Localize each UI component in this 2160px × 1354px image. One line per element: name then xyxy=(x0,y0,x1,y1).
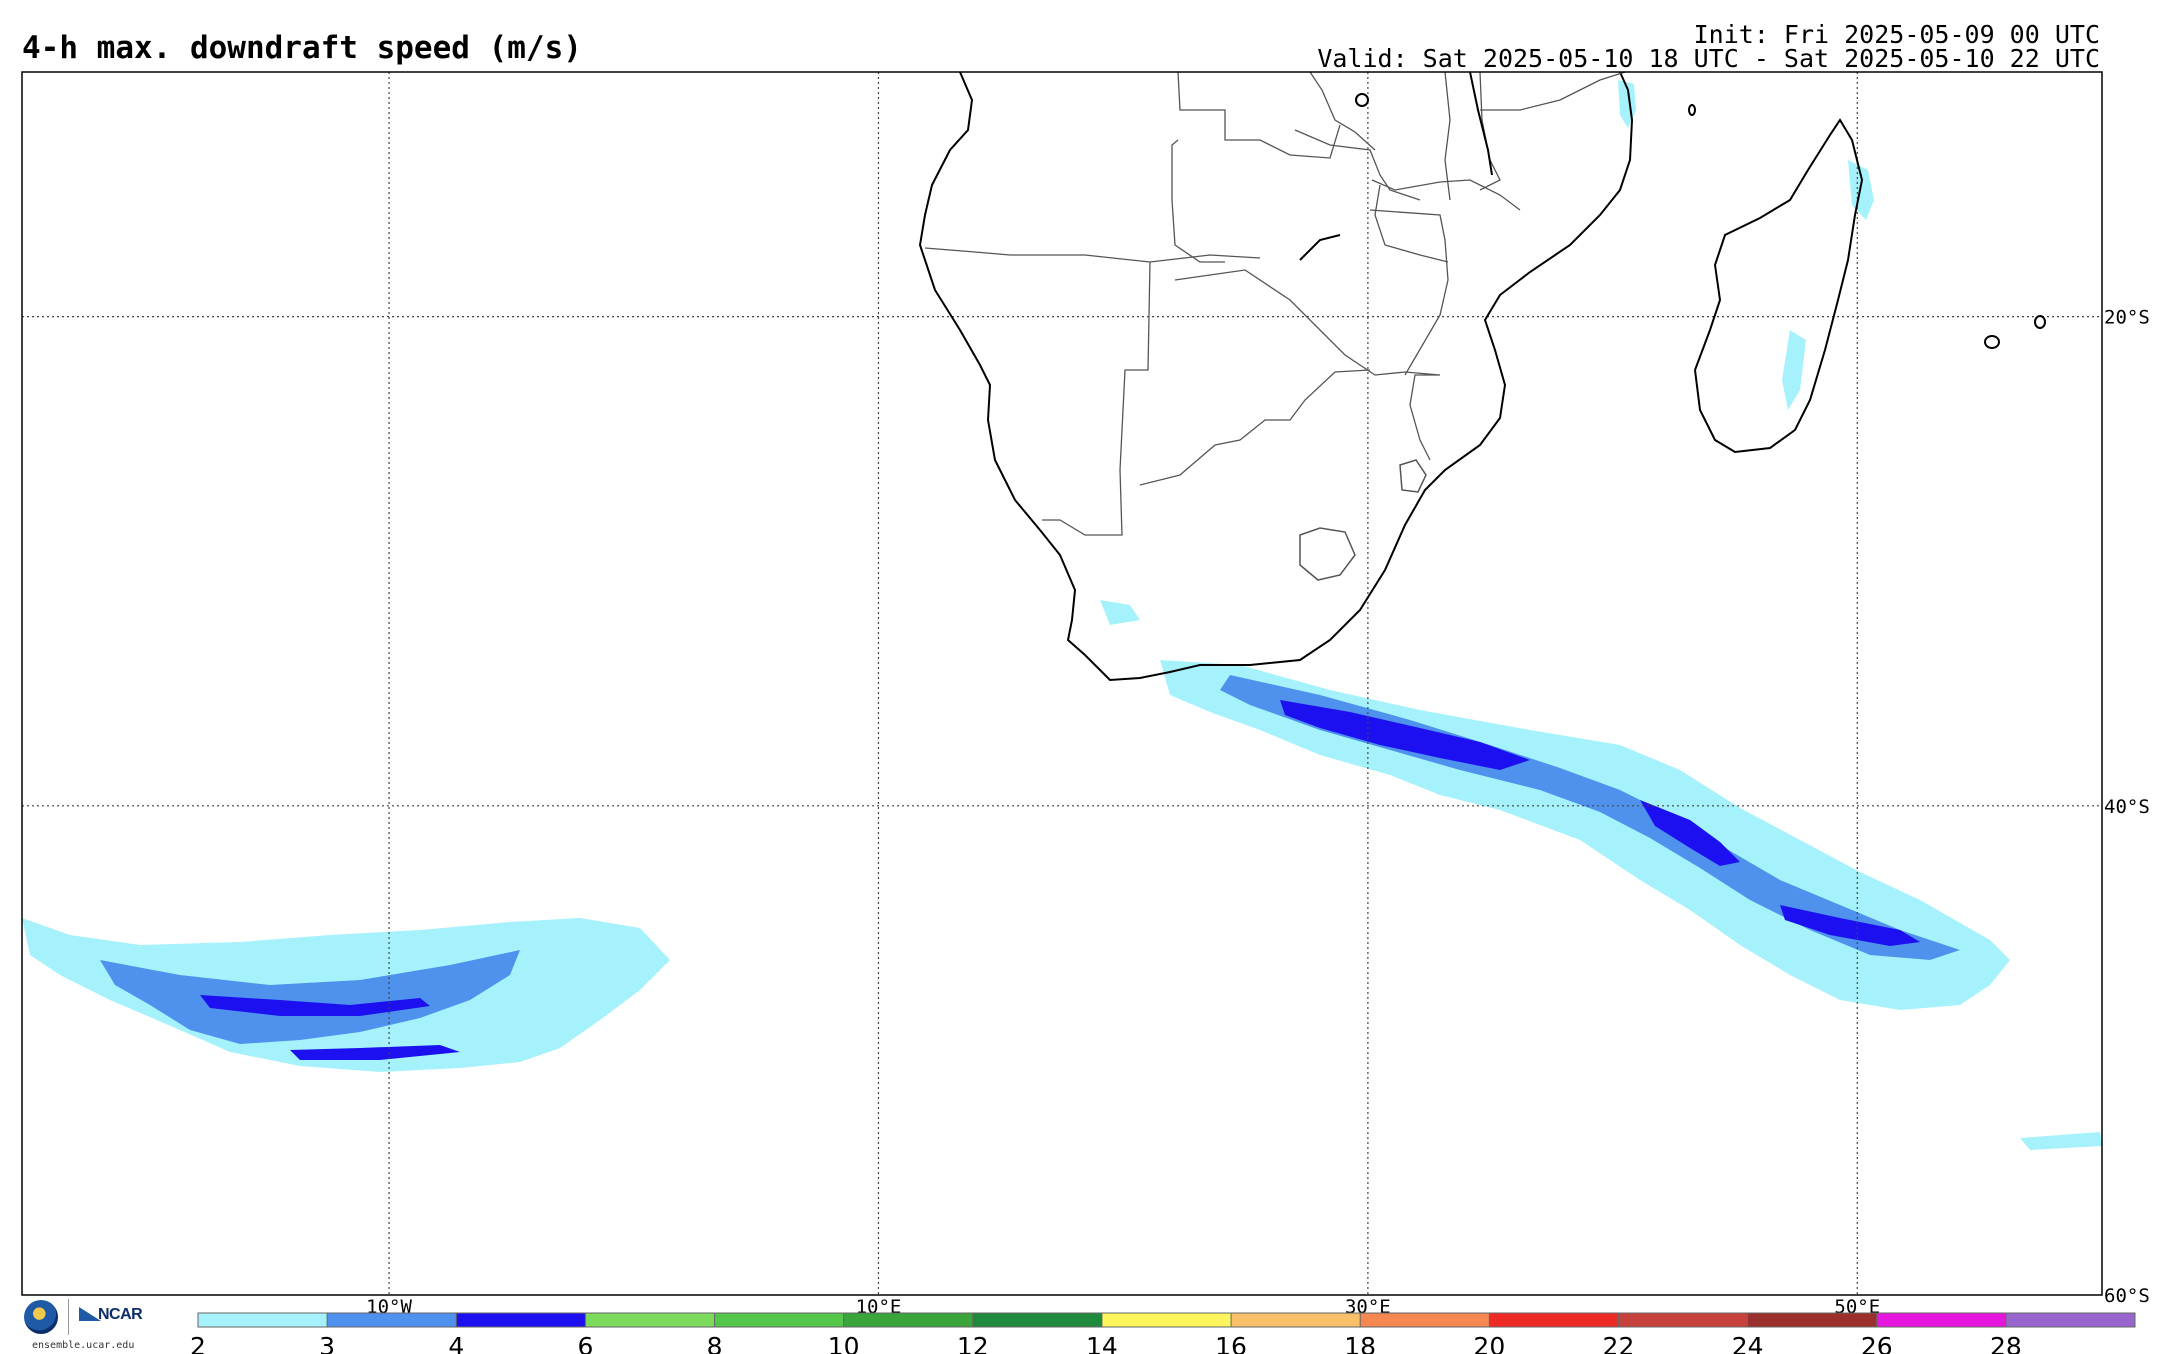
comoros-island xyxy=(1688,104,1696,116)
colorbar-swatch-2 xyxy=(456,1313,586,1327)
colorbar-label-14: 28 xyxy=(1990,1332,2022,1354)
latitude-labels: 20°S 40°S 60°S xyxy=(2104,307,2150,1307)
logo-divider xyxy=(68,1299,69,1335)
colorbar-swatch-1 xyxy=(327,1313,457,1327)
lake-kariba xyxy=(1299,234,1341,261)
logo-block: NCAR ensemble.ucar.edu xyxy=(24,1297,164,1353)
site-url: ensemble.ucar.edu xyxy=(32,1340,135,1351)
colorbar-label-3: 6 xyxy=(577,1332,593,1354)
colorbar-label-10: 20 xyxy=(1473,1332,1505,1354)
colorbar-swatch-3 xyxy=(585,1313,715,1327)
lake-island xyxy=(1355,93,1369,107)
mauritius-island xyxy=(2034,315,2046,329)
colorbar-swatch-11 xyxy=(1618,1313,1748,1327)
colorbar-label-12: 24 xyxy=(1732,1332,1764,1354)
downdraft-cells-madagascar xyxy=(1782,160,1874,410)
init-time: Init: Fri 2025-05-09 00 UTC xyxy=(1693,20,2100,49)
ncar-logo-icon xyxy=(79,1307,101,1321)
lat-label-1: 40°S xyxy=(2104,796,2150,818)
downdraft-cells-cape xyxy=(1100,600,1140,625)
graticule xyxy=(22,72,2102,1295)
colorbar-label-7: 14 xyxy=(1086,1332,1118,1354)
downdraft-region-sw-strong-1 xyxy=(200,995,430,1016)
colorbar-swatch-14 xyxy=(2005,1313,2135,1327)
colorbar-swatch-7 xyxy=(1101,1313,1232,1327)
downdraft-cells-far-east xyxy=(2020,1132,2102,1150)
country-borders xyxy=(924,71,1626,536)
colorbar-label-1: 3 xyxy=(319,1332,335,1354)
coastlines xyxy=(918,71,2046,682)
valid-time: Valid: Sat 2025-05-10 18 UTC - Sat 2025-… xyxy=(1317,44,2100,73)
colorbar-swatch-9 xyxy=(1360,1313,1490,1327)
africa-coast xyxy=(918,71,1634,682)
lat-label-0: 20°S xyxy=(2104,307,2150,329)
downdraft-region-sw-medium xyxy=(100,950,520,1044)
lake-malawi xyxy=(1469,71,1493,176)
colorbar-swatch-8 xyxy=(1231,1313,1361,1327)
colorbar-swatch-12 xyxy=(1747,1313,1877,1327)
colorbar-swatch-10 xyxy=(1489,1313,1619,1327)
madagascar-coast xyxy=(1693,118,1864,454)
colorbar-label-8: 16 xyxy=(1215,1332,1247,1354)
nsf-logo-icon xyxy=(24,1300,58,1334)
colorbar-label-13: 26 xyxy=(1861,1332,1893,1354)
downdraft-region-se-strong-2 xyxy=(1640,800,1740,866)
map-frame xyxy=(21,71,2103,1296)
downdraft-region-se-strong-3 xyxy=(1780,905,1920,946)
colorbar-swatch-0 xyxy=(198,1313,328,1327)
colorbar-swatch-5 xyxy=(843,1313,973,1327)
chart-title: 4-h max. downdraft speed (m/s) xyxy=(22,30,582,66)
eswatini-border xyxy=(1399,459,1427,493)
colorbar-swatch-6 xyxy=(972,1313,1102,1327)
colorbar-label-4: 8 xyxy=(707,1332,723,1354)
downdraft-shading xyxy=(22,80,2102,1150)
colorbar-swatch-13 xyxy=(1876,1313,2006,1327)
colorbar-label-11: 22 xyxy=(1603,1332,1635,1354)
colorbar-swatch-4 xyxy=(714,1313,844,1327)
lat-label-2: 60°S xyxy=(2104,1285,2150,1307)
colorbar-label-6: 12 xyxy=(957,1332,989,1354)
colorbar: 2 3 4 6 8 10 12 14 16 18 20 22 24 26 28 xyxy=(190,1312,2136,1354)
reunion-island xyxy=(1984,335,2000,349)
ncar-logo-text: NCAR xyxy=(98,1306,143,1323)
colorbar-label-2: 4 xyxy=(448,1332,464,1354)
lesotho-border xyxy=(1299,527,1356,581)
colorbar-label-0: 2 xyxy=(190,1332,206,1354)
colorbar-label-9: 18 xyxy=(1344,1332,1376,1354)
colorbar-label-5: 10 xyxy=(828,1332,860,1354)
downdraft-region-se-strong-1 xyxy=(1280,700,1530,770)
downdraft-region-sw-strong-2 xyxy=(290,1045,460,1060)
